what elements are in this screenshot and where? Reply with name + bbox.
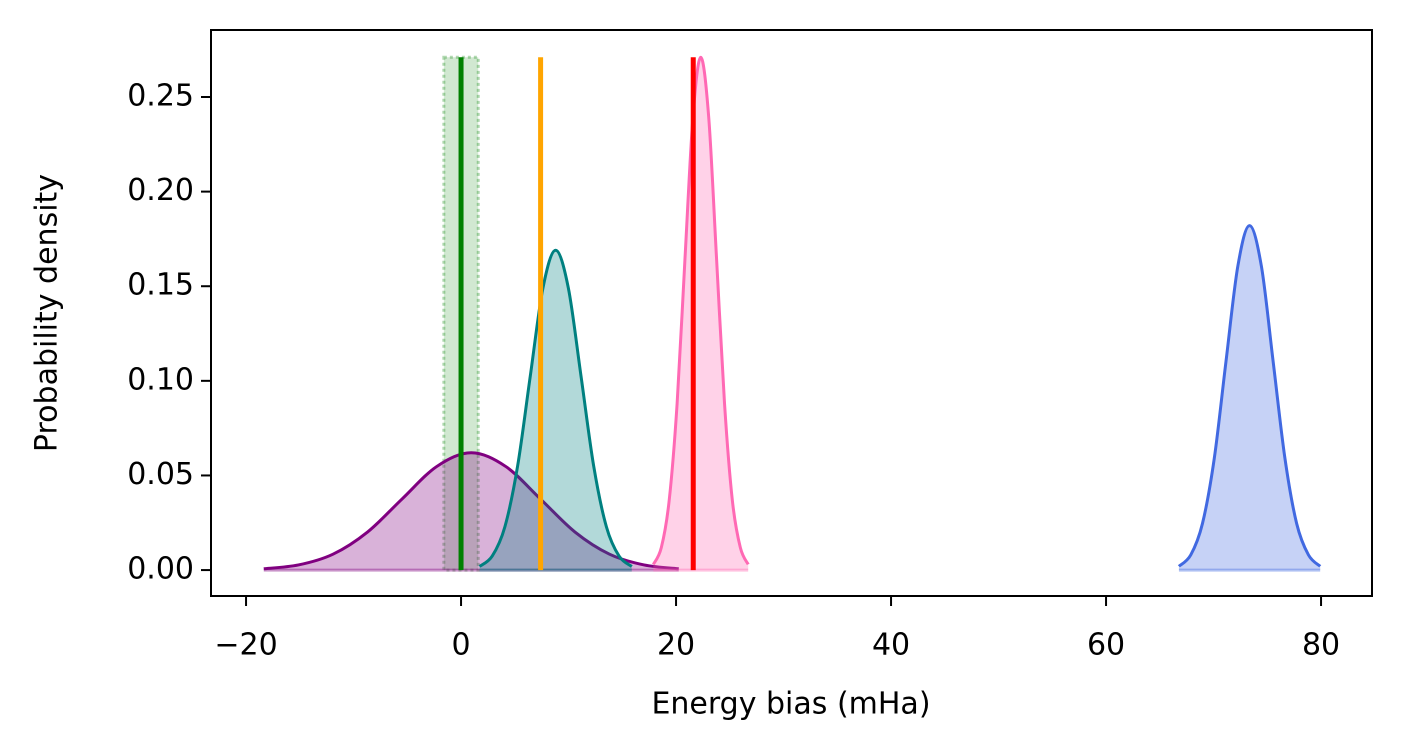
y-tick-label: 0.15	[127, 268, 194, 303]
density-area	[1178, 225, 1321, 571]
y-tick-label: 0.20	[127, 173, 194, 208]
y-tick-label: 0.05	[127, 457, 194, 492]
x-tick-label: 60	[1087, 628, 1125, 663]
x-tick-label: −20	[214, 628, 277, 663]
x-tick-label: 40	[872, 628, 910, 663]
y-tick-label: 0.00	[127, 552, 194, 587]
x-axis-label: Energy bias (mHa)	[651, 687, 930, 722]
density-area	[263, 452, 679, 571]
density-area	[479, 250, 632, 571]
y-tick-label: 0.10	[127, 362, 194, 397]
y-tick-label: 0.25	[127, 78, 194, 113]
x-tick-label: 20	[657, 628, 695, 663]
density-line	[478, 248, 633, 568]
density-line	[263, 451, 679, 571]
x-tick-label: 80	[1302, 628, 1340, 663]
y-axis-label: Probability density	[30, 174, 65, 452]
density-line	[1177, 224, 1322, 568]
plot-frame	[210, 29, 1373, 597]
density-line	[652, 55, 750, 566]
density-area	[653, 57, 749, 571]
x-tick-label: 0	[451, 628, 470, 663]
